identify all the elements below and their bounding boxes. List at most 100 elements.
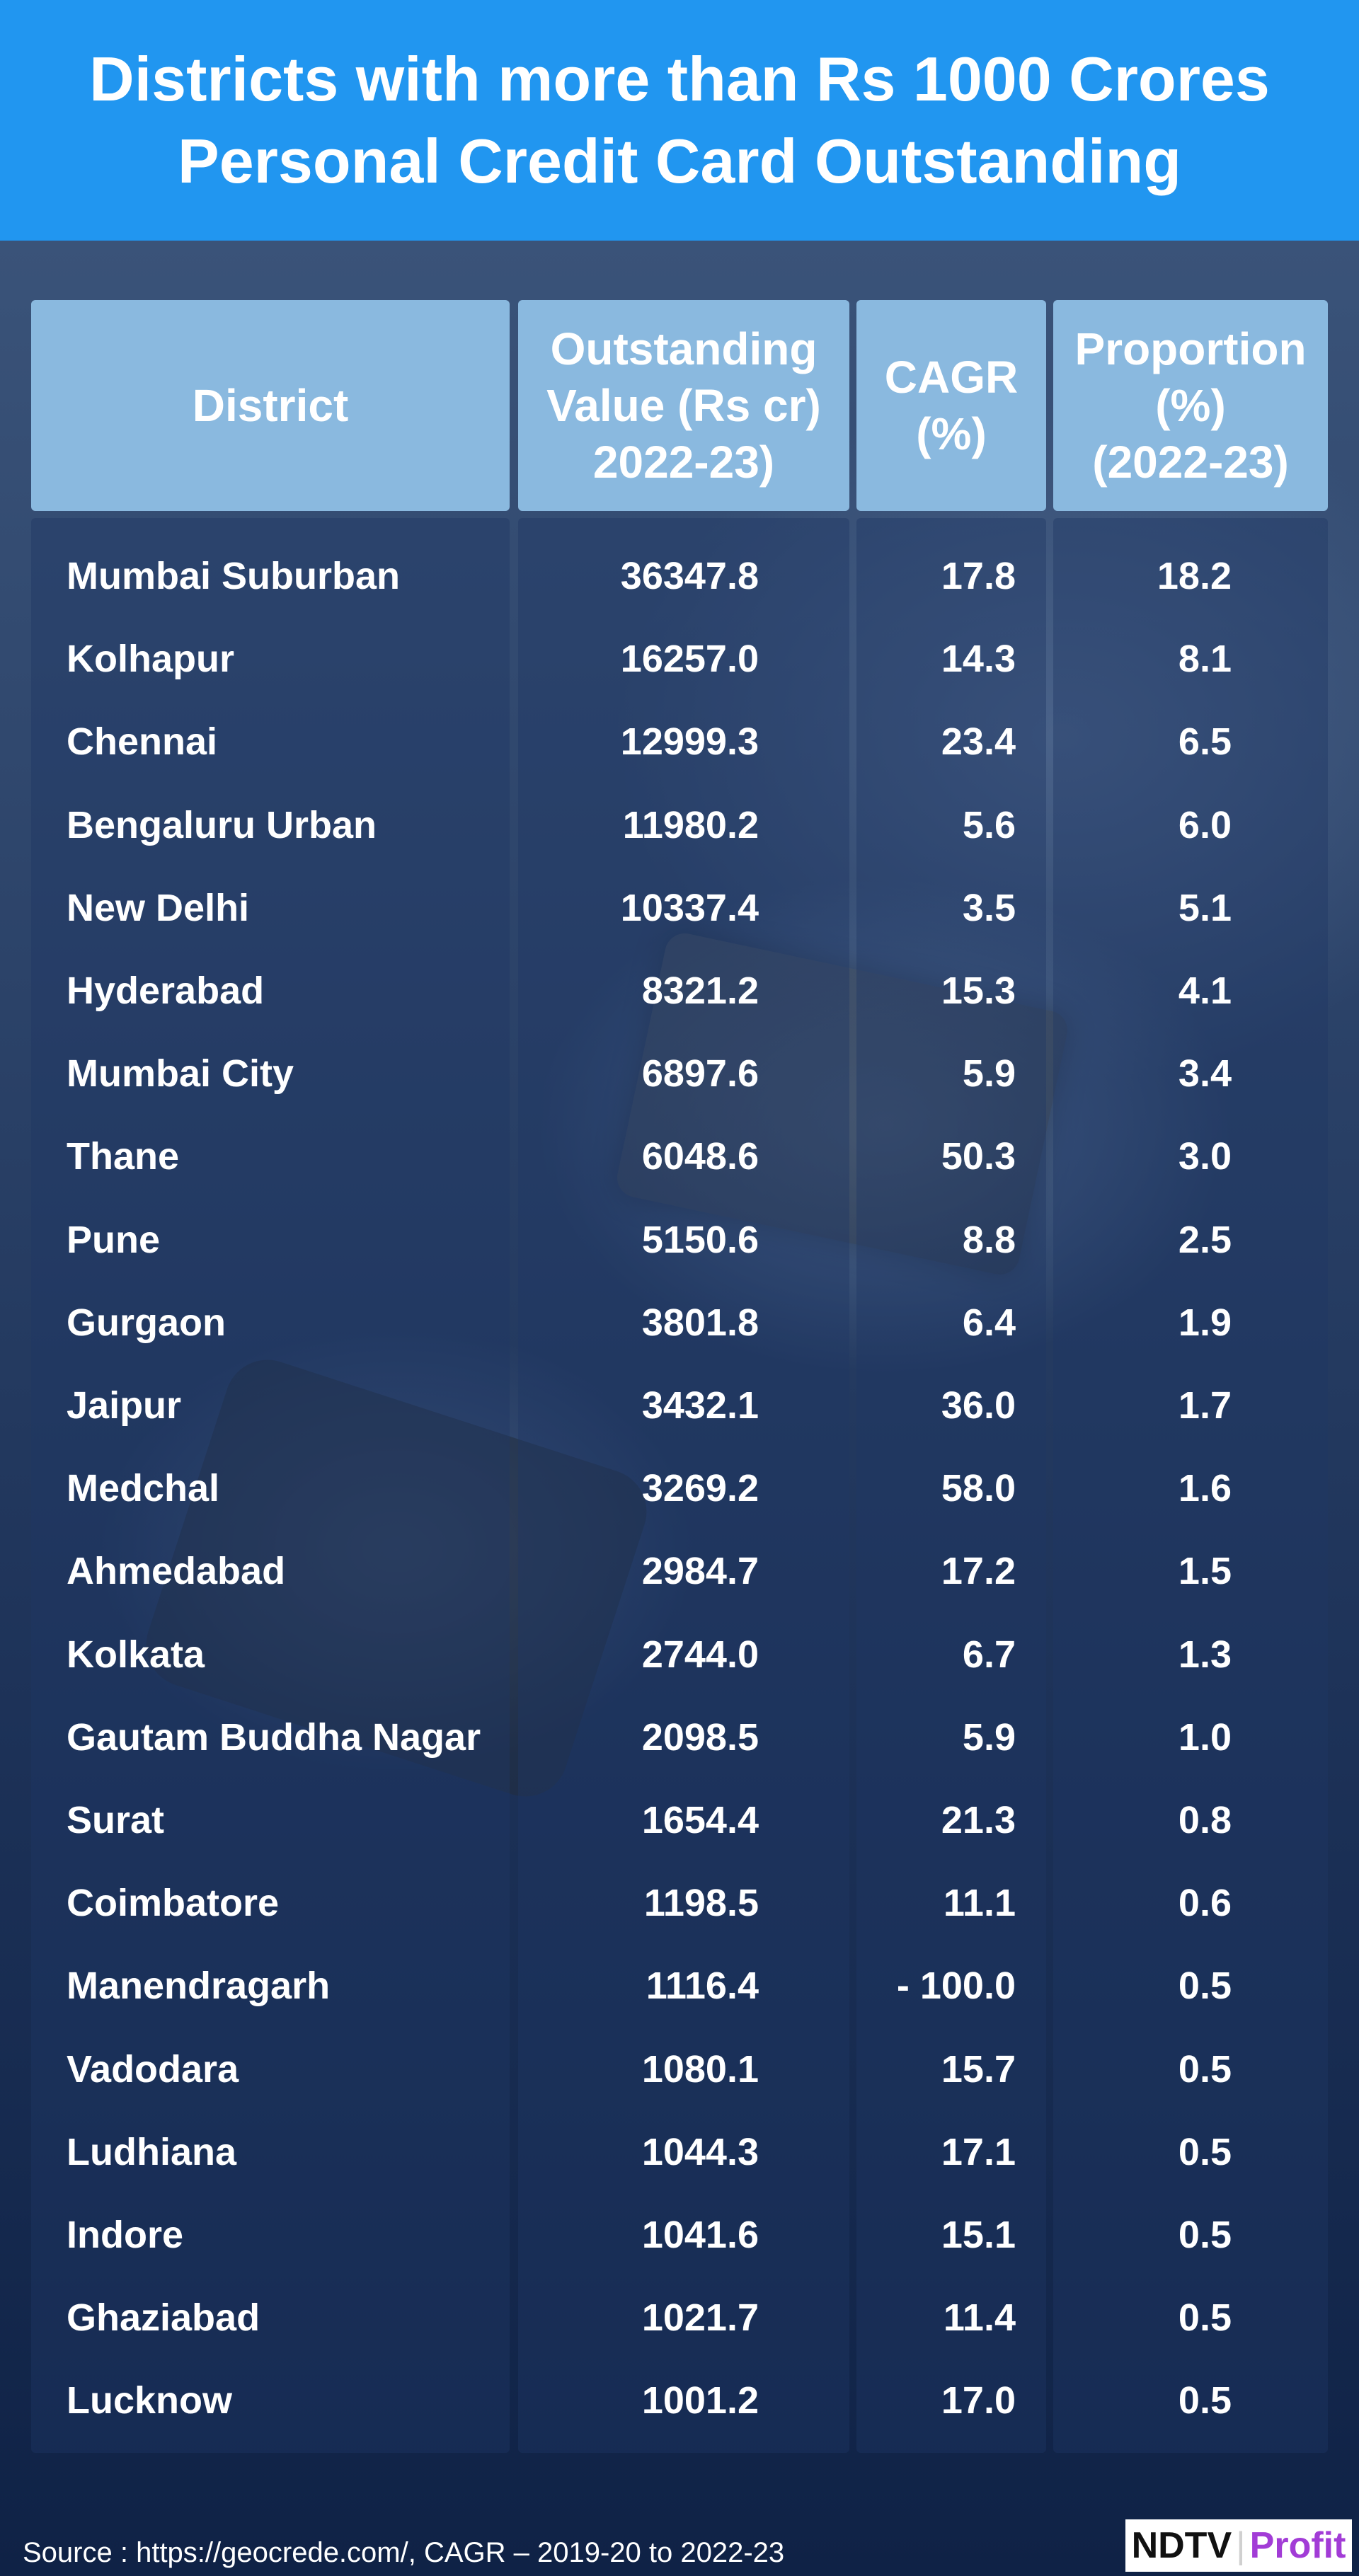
title-banner: Districts with more than Rs 1000 Crores … [0, 0, 1359, 241]
cell-district: Ahmedabad [67, 1550, 286, 1593]
cell-cagr: 21.3 [941, 1799, 1016, 1841]
cell-value: 1198.5 [643, 1882, 759, 1925]
cell-cagr: 15.3 [941, 970, 1016, 1012]
logo-ndtv-text: NDTV [1131, 2525, 1232, 2566]
cell-value: 1116.4 [646, 1965, 759, 2008]
cell-cagr: - 100.0 [896, 1965, 1016, 2008]
cell-district: Ghaziabad [67, 2296, 260, 2340]
cell-district: Coimbatore [67, 1882, 280, 1925]
cell-value: 11980.2 [622, 803, 759, 846]
body-column-value [518, 518, 849, 2453]
cell-district: Bengaluru Urban [67, 803, 377, 846]
source-note: Source : https://geocrede.com/, CAGR – 2… [23, 2537, 785, 2568]
cell-district: Mumbai Suburban [67, 555, 400, 597]
cell-value: 1654.4 [641, 1799, 759, 1841]
cell-proportion: 0.6 [1178, 1882, 1232, 1925]
cell-cagr: 14.3 [941, 638, 1016, 681]
cell-value: 3269.2 [641, 1467, 759, 1510]
cell-value: 5150.6 [641, 1218, 759, 1261]
cell-proportion: 0.5 [1178, 2130, 1232, 2173]
cell-cagr: 5.6 [962, 803, 1016, 846]
cell-cagr: 58.0 [941, 1467, 1016, 1510]
cell-proportion: 0.5 [1178, 2214, 1232, 2256]
cell-proportion: 0.5 [1178, 2047, 1232, 2091]
header-cell-district: District [31, 300, 510, 511]
cell-cagr: 50.3 [941, 1135, 1016, 1178]
cell-cagr: 5.9 [962, 1052, 1016, 1096]
header-label-value-1: Value (Rs cr) [546, 380, 821, 431]
cell-district: Kolkata [67, 1633, 205, 1676]
cell-district: Gautam Buddha Nagar [67, 1715, 481, 1759]
cell-value: 12999.3 [620, 720, 759, 764]
title-line-2: Personal Credit Card Outstanding [178, 126, 1181, 196]
cell-proportion: 1.9 [1178, 1301, 1232, 1344]
cell-district: Mumbai City [67, 1052, 294, 1096]
cell-district: Indore [67, 2214, 184, 2256]
cell-cagr: 5.9 [962, 1715, 1016, 1759]
cell-cagr: 11.1 [943, 1882, 1016, 1925]
cell-cagr: 15.7 [941, 2047, 1016, 2091]
cell-value: 6897.6 [641, 1052, 759, 1096]
cell-proportion: 0.8 [1178, 1799, 1232, 1841]
cell-cagr: 36.0 [941, 1384, 1016, 1427]
logo-separator: | [1236, 2525, 1246, 2566]
cell-value: 8321.2 [641, 970, 759, 1012]
body-column-proportion [1053, 518, 1328, 2453]
cell-value: 2984.7 [641, 1550, 759, 1593]
cell-district: Chennai [67, 720, 218, 764]
cell-cagr: 23.4 [941, 720, 1016, 764]
header-label-value-2: 2022-23) [592, 437, 775, 488]
header-label-cagr-1: (%) [916, 408, 987, 459]
logo-profit-text: Profit [1249, 2525, 1346, 2566]
ndtv-profit-logo: NDTV | Profit [1125, 2519, 1352, 2572]
header-cell-proportion: Proportion (%) (2022-23) [1053, 300, 1328, 511]
cell-proportion: 6.5 [1178, 720, 1232, 764]
cell-value: 3801.8 [641, 1301, 759, 1344]
cell-value: 3432.1 [641, 1384, 759, 1427]
cell-cagr: 8.8 [962, 1218, 1016, 1261]
cell-district: Hyderabad [67, 970, 265, 1012]
cell-cagr: 17.2 [941, 1550, 1016, 1593]
cell-cagr: 17.8 [941, 555, 1016, 597]
cell-proportion: 3.4 [1178, 1052, 1232, 1096]
cell-cagr: 6.7 [962, 1633, 1016, 1676]
cell-proportion: 1.5 [1178, 1550, 1232, 1593]
cell-proportion: 0.5 [1178, 2296, 1232, 2340]
cell-district: Vadodara [67, 2047, 239, 2091]
header-label-district-0: District [192, 380, 349, 431]
cell-value: 1021.7 [641, 2296, 759, 2340]
cell-district: Lucknow [67, 2379, 233, 2422]
cell-district: New Delhi [67, 886, 250, 929]
header-label-proportion-2: (2022-23) [1092, 437, 1289, 488]
cell-value: 10337.4 [620, 886, 759, 929]
cell-value: 36347.8 [620, 555, 759, 597]
header-cell-value: Outstanding Value (Rs cr) 2022-23) [518, 300, 849, 511]
cell-value: 2098.5 [641, 1715, 759, 1759]
header-label-proportion-0: Proportion [1074, 323, 1307, 374]
cell-proportion: 5.1 [1178, 886, 1232, 929]
cell-district: Ludhiana [67, 2130, 236, 2173]
cell-proportion: 18.2 [1157, 555, 1232, 597]
cell-cagr: 17.1 [941, 2130, 1016, 2173]
header-label-proportion-1: (%) [1155, 380, 1226, 431]
cell-proportion: 2.5 [1178, 1218, 1232, 1261]
cell-proportion: 1.7 [1178, 1384, 1232, 1427]
background-photo [0, 241, 1359, 2576]
cell-value: 1001.2 [641, 2379, 759, 2422]
cell-value: 1080.1 [641, 2047, 759, 2091]
cell-district: Jaipur [67, 1384, 182, 1427]
cell-cagr: 6.4 [962, 1301, 1016, 1344]
cell-proportion: 1.6 [1178, 1467, 1232, 1510]
cell-cagr: 11.4 [943, 2296, 1016, 2340]
cell-proportion: 0.5 [1178, 1965, 1232, 2008]
cell-district: Thane [67, 1135, 180, 1178]
cell-district: Manendragarh [67, 1965, 331, 2008]
cell-cagr: 17.0 [941, 2379, 1016, 2422]
cell-proportion: 1.0 [1178, 1715, 1232, 1759]
title-line-1: Districts with more than Rs 1000 Crores [89, 44, 1270, 114]
header-label-value-0: Outstanding [550, 323, 818, 374]
cell-district: Medchal [67, 1467, 220, 1510]
cell-district: Kolhapur [67, 638, 234, 681]
cell-value: 1041.6 [641, 2214, 759, 2256]
cell-proportion: 1.3 [1178, 1633, 1232, 1676]
